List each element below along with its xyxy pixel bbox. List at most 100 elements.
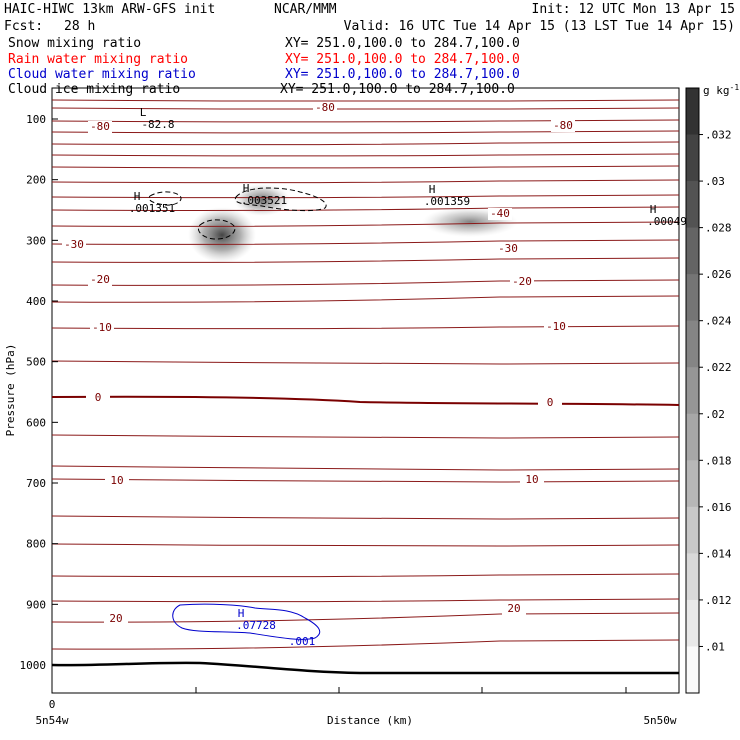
cloud-water-contour [172,603,321,640]
contour-label: 0 [95,391,102,404]
colorbar-tick-label: .02 [705,408,725,421]
legend-cloudice-name: Cloud ice mixing ratio [8,82,180,97]
colorbar: .01 .012 .014 .016 .018 .02 .022 .024 .026 .028 .0… [685,87,732,694]
isotherm-line [51,221,680,227]
y-tick-label: 400 [26,295,46,308]
extremum-value: .001359 [424,195,470,208]
contour-label: 0 [547,396,554,409]
isotherm-line [51,598,680,603]
contour-label: -30 [498,242,518,255]
colorbar-tick-label: .032 [705,129,732,142]
extremum-marker: H [134,190,141,203]
isotherm-line [51,279,680,286]
contour-label-bg [105,475,129,487]
colorbar-unit: g kg-1 [703,83,739,97]
isotherm-line [51,130,680,134]
fcst-label: Fcst: [4,19,43,34]
x-axis-label: Distance (km) [327,714,413,727]
contour-label: 10 [110,474,123,487]
colorbar-swatch [686,367,699,415]
isotherm-line [51,165,680,169]
contour-label-bg [86,392,110,404]
contour-label-bg [88,274,112,286]
temperature-contours [51,99,680,650]
y-tick-label: 100 [26,113,46,126]
extremum-marker: L [140,106,147,119]
legend-rain-name: Rain water mixing ratio [8,52,188,67]
isotherm-line [51,153,680,157]
extremum-value: .07728 [236,619,276,632]
legend-snow-xy: XY= 251.0,100.0 to 284.7,100.0 [285,36,520,51]
colorbar-swatch [686,274,699,322]
colorbar-tick-label: .022 [705,361,732,374]
isotherm-line [51,612,680,623]
colorbar-tick-label: .01 [705,640,725,653]
colorbar-swatch [686,227,699,275]
colorbar-swatch [686,646,699,694]
contour-label: -80 [90,120,110,133]
x-tick-0: 0 [49,698,56,711]
contour-label: 10 [525,473,538,486]
colorbar-tick-label: .028 [705,222,732,235]
extremum-marker: H [243,182,250,195]
annotations: L-82.8H.001351H.003521H.001359H.00049H.0… [129,106,687,648]
isotherm-line [51,206,680,211]
colorbar-tick-label: .026 [705,268,732,281]
isotherm-line [51,119,680,123]
y-axis-label: Pressure (hPa) [4,344,17,437]
isotherm-line [51,325,680,330]
y-tick-label: 1000 [20,659,47,672]
contour-label-bg [544,321,568,333]
contour-label: 20 [507,602,520,615]
contour-label-bg [496,243,520,255]
contour-label: -20 [90,273,110,286]
y-tick-label: 900 [26,598,46,611]
isotherm-line [51,434,680,439]
isotherm-line [51,99,680,102]
colorbar-frame [685,87,700,694]
isotherm-line [51,639,680,650]
freezing-level-line [51,395,680,406]
y-axis: 100 200 300 400 500 600 700 800 900 1000 [20,113,58,672]
y-tick-label: 500 [26,356,46,369]
isotherm-line [51,239,680,245]
isotherm-line [51,257,680,263]
isotherm-line [51,107,680,110]
colorbar-tick-label: .016 [705,501,732,514]
colorbar-swatch [686,553,699,601]
x-start-label: 5n54w [35,714,68,727]
colorbar-swatch [686,460,699,508]
init-time: Init: 12 UTC Mon 13 Apr 15 [532,2,736,17]
contour-label-bg [62,239,86,251]
contour-label: -10 [92,321,112,334]
cloud-ice-contour-3 [234,187,327,212]
cloud-ice-contour-2 [198,219,236,240]
snow-shade-1 [188,207,256,263]
legend-rain-xy: XY= 251.0,100.0 to 284.7,100.0 [285,52,520,67]
extremum-marker: H [238,607,245,620]
contour-label: 20 [109,612,122,625]
y-tick-label: 300 [26,234,46,247]
colorbar-tick-label: .012 [705,594,732,607]
isotherm-line [51,465,680,471]
plot-area: -80 -80 -80 -40 -30 -30 -20 -20 -10 -10 0 0 10 10 20 20… [51,87,687,694]
contour-label: -30 [64,238,84,251]
colorbar-tick-label: .024 [705,315,732,328]
plot-frame [51,87,680,694]
fcst-value: 28 h [64,19,95,34]
contour-label: -20 [512,275,532,288]
colorbar-swatch [686,181,699,229]
contour-label-bg [510,276,534,288]
isotherm-line [51,543,680,547]
y-tick-label: 600 [26,416,46,429]
x-axis: 0 5n54w Distance (km) 5n50w [35,687,677,727]
y-tick-label: 700 [26,477,46,490]
contour-label-bg [502,603,526,615]
extremum-marker: H [650,203,657,216]
colorbar-swatch [686,506,699,554]
contour-label-bg [90,322,114,334]
isotherm-line [51,515,680,520]
extremum-value: -82.8 [141,118,174,131]
isotherm-line [51,141,680,146]
